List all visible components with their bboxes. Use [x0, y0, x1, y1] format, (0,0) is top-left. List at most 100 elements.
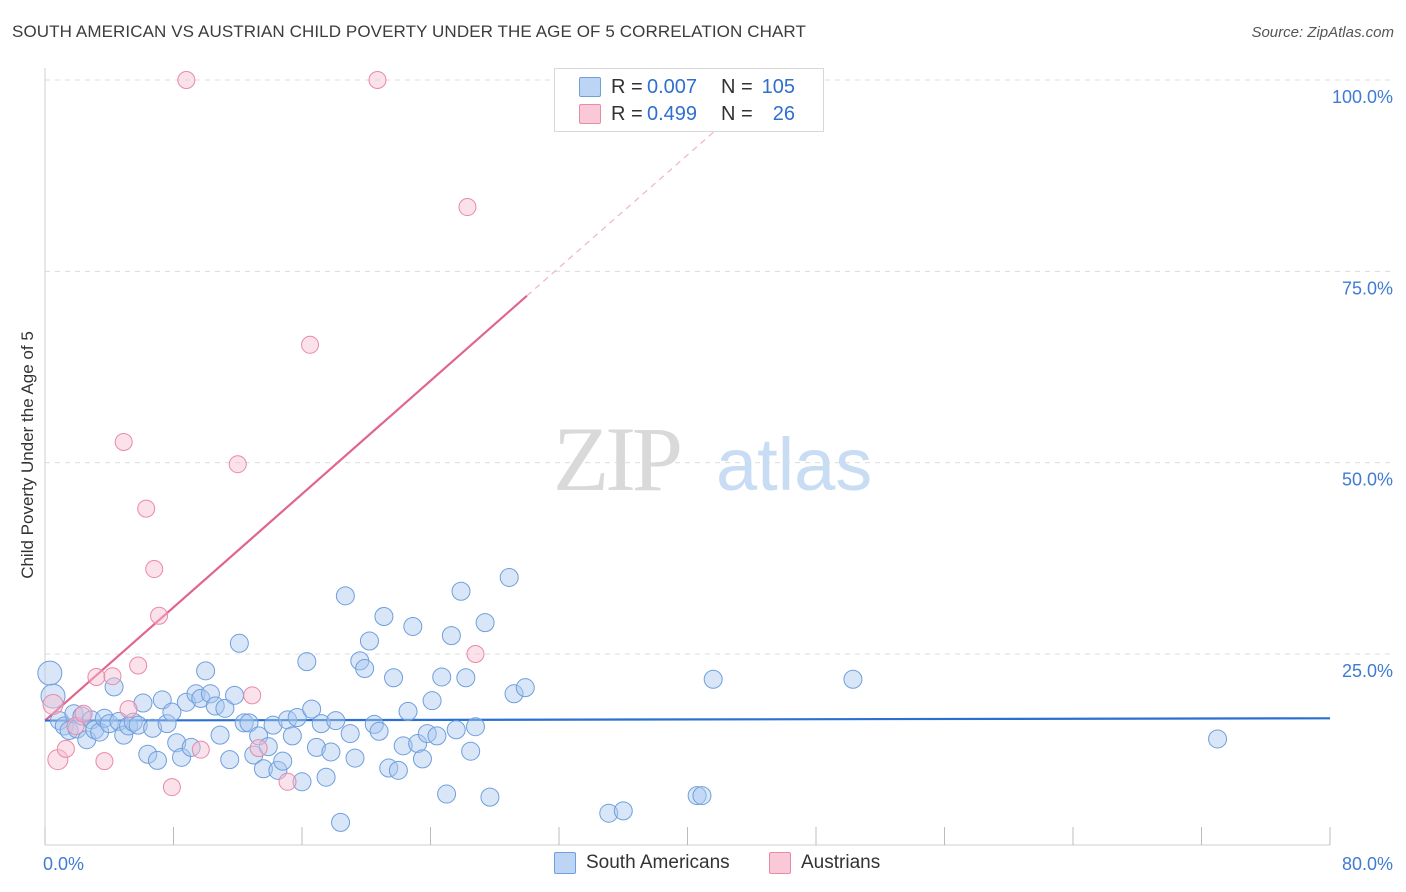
south-american-point — [432, 667, 452, 687]
south-american-point — [316, 767, 336, 787]
y-tick-label: 25.0% — [1342, 661, 1393, 681]
south-american-point — [321, 742, 341, 762]
south-american-point — [355, 659, 375, 679]
south-american-point — [335, 586, 355, 606]
south-american-point — [282, 726, 302, 746]
south-american-point — [703, 669, 723, 689]
austrian-swatch — [579, 104, 601, 124]
austrian-point — [56, 739, 75, 758]
legend-r-label: R = — [611, 102, 643, 125]
austrian-point — [95, 752, 114, 771]
austrian-point — [129, 656, 148, 675]
south-american-point — [37, 660, 63, 686]
legend-n-value: 105 — [761, 75, 795, 98]
south-american-point — [412, 749, 432, 769]
bottom-legend-south-americans: South Americans — [554, 852, 730, 874]
south-american-point — [388, 760, 408, 780]
south-american-point — [1208, 729, 1228, 749]
legend-n-value: 26 — [772, 102, 795, 125]
south-american-trendline — [44, 717, 1331, 722]
austrian-point — [150, 606, 169, 625]
south-american-point — [253, 759, 273, 779]
south-american-point — [263, 715, 283, 735]
bottom-legend-label: South Americans — [586, 852, 730, 873]
south-american-point — [480, 787, 500, 807]
chart-title: SOUTH AMERICAN VS AUSTRIAN CHILD POVERTY… — [12, 22, 806, 41]
south-american-point — [147, 750, 167, 770]
south-american-point — [461, 741, 481, 761]
austrian-trendline — [44, 119, 729, 722]
x-tick-label-max: 80.0% — [1342, 854, 1393, 874]
austrian-point — [243, 686, 262, 705]
austrian-point — [137, 499, 156, 518]
axes — [44, 68, 1331, 846]
south-american-point — [441, 626, 461, 646]
watermark: ZIP atlas — [553, 408, 872, 510]
south-american-point — [196, 661, 216, 681]
south-american-point — [369, 721, 389, 741]
south-american-point — [287, 708, 307, 728]
austrian-point — [87, 667, 106, 686]
south-american-point — [167, 733, 187, 753]
south-american-point — [331, 812, 351, 832]
austrian-trend-solid — [44, 294, 528, 722]
south-american-point — [200, 684, 220, 704]
south-american-point — [225, 685, 245, 705]
south-american-point — [258, 737, 278, 757]
austrian-points — [42, 71, 485, 797]
legend-r-label: R = — [611, 75, 643, 98]
austrian-point — [119, 700, 138, 719]
austrian-point — [301, 335, 320, 354]
austrian-swatch — [769, 852, 791, 874]
austrian-point — [145, 560, 164, 579]
south-american-point — [451, 581, 471, 601]
south-american-swatch — [579, 77, 601, 97]
bottom-legend-austrians: Austrians — [769, 852, 880, 874]
south-american-point — [393, 736, 413, 756]
south-american-point — [359, 631, 379, 651]
south-american-point — [446, 720, 466, 740]
south-american-points — [37, 567, 1228, 832]
source-label: Source: ZipAtlas.com — [1251, 24, 1394, 41]
legend-r-value: 0.499 — [647, 102, 698, 125]
austrian-point — [177, 71, 196, 89]
y-tick-label: 75.0% — [1342, 278, 1393, 298]
south-american-point — [215, 698, 235, 718]
south-american-point — [427, 726, 447, 746]
south-american-point — [306, 737, 326, 757]
south-american-point — [326, 711, 346, 731]
south-american-point — [504, 684, 524, 704]
south-american-point — [398, 701, 418, 721]
south-american-trend — [44, 717, 1331, 722]
watermark-atlas: atlas — [716, 423, 872, 506]
south-american-point — [172, 747, 192, 767]
south-american-point — [229, 633, 249, 653]
south-american-point — [157, 714, 177, 734]
south-american-point — [364, 714, 384, 734]
austrian-point — [278, 772, 297, 791]
austrian-point — [228, 455, 247, 474]
south-american-point — [292, 772, 312, 792]
austrian-point — [74, 704, 93, 723]
x-tick-label-min: 0.0% — [43, 854, 84, 874]
austrian-point — [42, 694, 64, 716]
austrian-point — [114, 433, 133, 452]
watermark-zip: ZIP — [553, 408, 680, 510]
south-american-point — [384, 668, 404, 688]
south-american-point — [613, 801, 633, 821]
south-american-point — [311, 714, 331, 734]
south-american-point — [162, 702, 182, 722]
south-american-point — [499, 567, 519, 587]
south-american-point — [176, 692, 196, 712]
y-tick-label: 100.0% — [1332, 87, 1393, 107]
south-american-point — [403, 616, 423, 636]
legend-row-austrians: R = 0.499 N = 26 — [579, 102, 795, 126]
south-american-point — [114, 725, 134, 745]
south-american-point — [234, 713, 254, 733]
tick-labels: 25.0% 50.0% 75.0% 100.0% 0.0% 80.0% — [43, 87, 1393, 874]
south-american-point — [128, 715, 148, 735]
grid-lines — [45, 79, 1395, 655]
south-american-point — [687, 786, 707, 806]
south-american-point — [239, 713, 259, 733]
